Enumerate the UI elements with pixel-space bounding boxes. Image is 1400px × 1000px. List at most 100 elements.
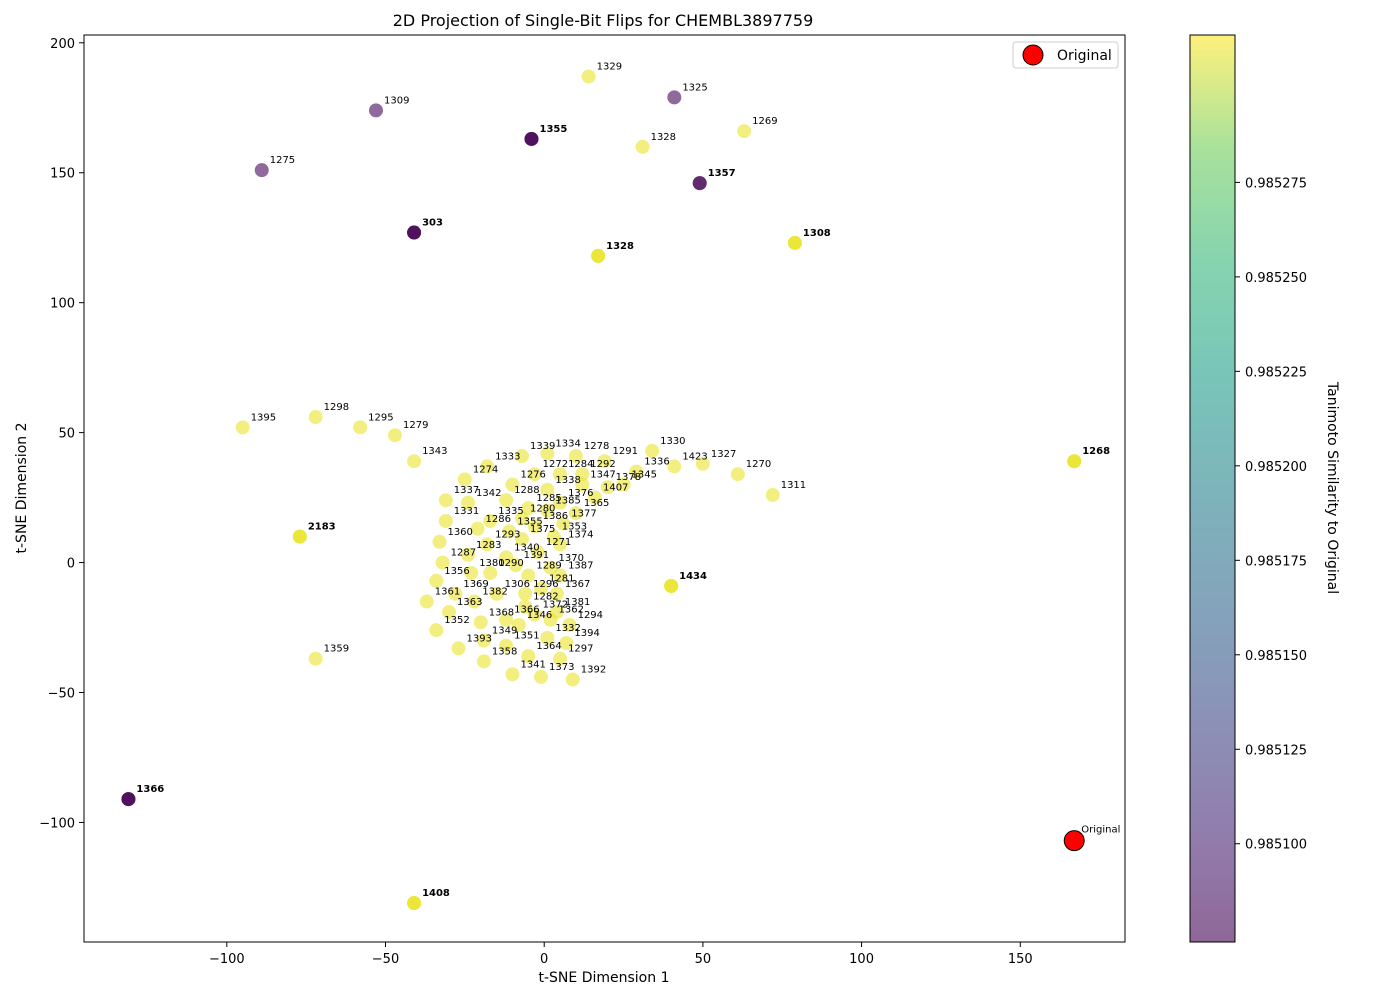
data-point [527, 467, 542, 482]
point-label: 1287 [451, 548, 476, 559]
point-label: 1343 [422, 446, 447, 457]
plot-frame [83, 34, 1126, 943]
point-label: 1283 [476, 540, 501, 551]
point-label: 1286 [486, 514, 511, 525]
point-label: 1355 [517, 516, 542, 527]
point-label: 1295 [368, 412, 393, 423]
data-point [553, 537, 568, 552]
point-label: 1337 [454, 485, 479, 496]
data-point [540, 446, 555, 461]
point-label: 1382 [482, 587, 507, 598]
data-point [470, 521, 485, 536]
data-point [553, 651, 568, 666]
data-point [664, 578, 679, 593]
point-label: 1339 [530, 441, 555, 452]
point-label: 1292 [590, 459, 615, 470]
y-tick-label: 50 [58, 427, 75, 442]
data-point [476, 654, 491, 669]
point-label: 1372 [543, 600, 568, 611]
data-point [388, 428, 403, 443]
point-label: 1276 [520, 470, 545, 481]
data-point [476, 633, 491, 648]
x-tick-label: −100 [209, 952, 245, 967]
data-point [543, 560, 558, 575]
point-label: 1434 [679, 571, 707, 582]
data-point [518, 586, 533, 601]
point-label: 1387 [568, 561, 593, 572]
point-label: 1336 [644, 457, 669, 468]
data-point [483, 513, 498, 528]
data-point [530, 545, 545, 560]
data-point [457, 472, 472, 487]
data-point [575, 477, 590, 492]
point-label: 1334 [555, 438, 580, 449]
chart-title: 2D Projection of Single-Bit Flips for CH… [393, 11, 814, 30]
data-point [514, 532, 529, 547]
data-point [254, 163, 269, 178]
colorbar-tick-label: 0.985250 [1245, 271, 1307, 286]
data-point [480, 537, 495, 552]
data-point [499, 550, 514, 565]
point-label: 1353 [562, 522, 587, 533]
points-layer [121, 69, 1085, 911]
data-point [540, 503, 555, 518]
data-point [448, 586, 463, 601]
point-label: 1333 [495, 451, 520, 462]
data-point [667, 90, 682, 105]
colorbar-ticks: 0.985100 0.985125 0.985150 0.985175 0.985200… [1235, 176, 1307, 853]
data-point [553, 495, 568, 510]
point-label: 1308 [803, 228, 831, 239]
point-label: 2183 [308, 522, 336, 533]
point-label: 1423 [682, 451, 707, 462]
point-label: 1359 [324, 644, 349, 655]
point-label: 1407 [603, 483, 628, 494]
data-point [505, 667, 520, 682]
point-label: 1272 [543, 459, 568, 470]
colorbar-tick-label: 0.985150 [1245, 649, 1307, 664]
point-label: 1351 [514, 631, 539, 642]
data-point [730, 467, 745, 482]
y-tick-label: −100 [39, 816, 75, 831]
data-point [568, 449, 583, 464]
point-label: 1363 [457, 597, 482, 608]
data-point [483, 565, 498, 580]
colorbar-label: Tanimoto Similarity to Original [1324, 381, 1340, 594]
colorbar-tick-label: 0.985225 [1245, 365, 1307, 380]
data-point [562, 617, 577, 632]
data-point [499, 612, 514, 627]
colorbar: 0.985100 0.985125 0.985150 0.985175 0.985200… [1189, 34, 1340, 943]
point-label: 1288 [514, 485, 539, 496]
data-point [308, 410, 323, 425]
point-label: 1377 [571, 509, 596, 520]
data-point [635, 139, 650, 154]
point-label: 1364 [536, 641, 561, 652]
point-label: 1270 [746, 459, 771, 470]
data-point [534, 669, 549, 684]
y-axis-label: t-SNE Dimension 2 [14, 423, 30, 554]
data-point [432, 534, 447, 549]
data-point [553, 467, 568, 482]
point-label: 1380 [479, 558, 504, 569]
data-point [473, 615, 488, 630]
data-point [527, 607, 542, 622]
data-point [600, 480, 615, 495]
point-label: 303 [422, 218, 443, 229]
data-point [407, 454, 422, 469]
point-label: 1381 [565, 597, 590, 608]
point-label: 1349 [492, 626, 517, 637]
data-point [461, 547, 476, 562]
point-label: 1366 [136, 784, 164, 795]
colorbar-tick-label: 0.985100 [1245, 838, 1307, 853]
point-label: 1331 [454, 506, 479, 517]
point-label: 1296 [533, 579, 558, 590]
x-tick-label: 150 [1008, 952, 1033, 967]
point-label: 1284 [568, 459, 593, 470]
point-label: 1358 [492, 646, 517, 657]
point-label: 1311 [781, 480, 806, 491]
point-label: 1291 [613, 446, 638, 457]
point-label: 1297 [568, 644, 593, 655]
point-label: 1365 [584, 498, 609, 509]
data-point [438, 513, 453, 528]
data-point [518, 599, 533, 614]
data-point [429, 623, 444, 638]
